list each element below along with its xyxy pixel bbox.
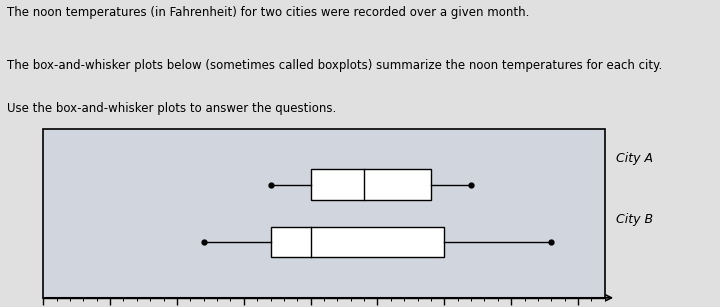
Text: City B: City B (616, 213, 654, 226)
Bar (271, 227, 444, 257)
Text: Use the box-and-whisker plots to answer the questions.: Use the box-and-whisker plots to answer … (7, 102, 336, 115)
Bar (310, 169, 431, 200)
Text: City A: City A (616, 152, 653, 165)
Text: The box-and-whisker plots below (sometimes called boxplots) summarize the noon t: The box-and-whisker plots below (sometim… (7, 59, 662, 72)
Text: The noon temperatures (in Fahrenheit) for two cities were recorded over a given : The noon temperatures (in Fahrenheit) fo… (7, 6, 530, 19)
